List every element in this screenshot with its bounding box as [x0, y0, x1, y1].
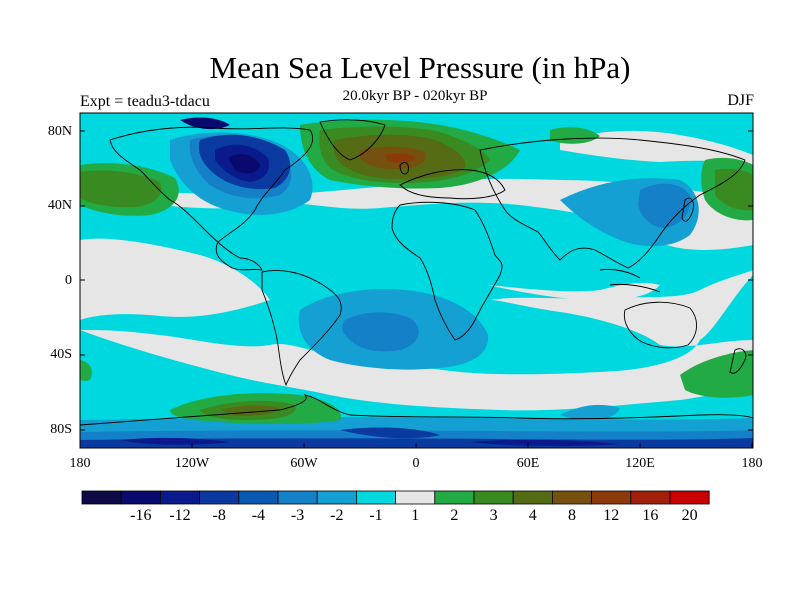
- colorbar-swatch: [199, 490, 240, 505]
- colorbar-label: -4: [251, 507, 266, 524]
- colorbar-label: 8: [568, 507, 576, 524]
- lon-label-180w: 180: [69, 456, 91, 471]
- colorbar-label: -3: [290, 507, 305, 524]
- season-label: DJF: [727, 92, 754, 109]
- colorbar-label: -12: [169, 507, 191, 524]
- lon-label-60e: 60E: [516, 456, 540, 471]
- lon-label-180e: 180: [741, 456, 763, 471]
- colorbar-swatch: [238, 490, 279, 505]
- colorbar-swatch: [630, 490, 671, 505]
- colorbar-swatch: [355, 490, 396, 505]
- colorbar-swatch: [316, 490, 357, 505]
- colorbar-label: 16: [642, 507, 659, 524]
- pressure-contour-field: [80, 113, 753, 448]
- colorbar-swatch: [669, 490, 710, 505]
- lon-label-60w: 60W: [290, 456, 318, 471]
- lat-label-80n: 80N: [47, 124, 72, 139]
- colorbar-label: 12: [603, 507, 620, 524]
- colorbar-swatch: [159, 490, 200, 505]
- lat-label-40n: 40N: [47, 198, 72, 213]
- colorbar-label: 3: [489, 507, 498, 524]
- lat-label-40s: 40S: [50, 347, 72, 362]
- lon-label-120w: 120W: [174, 456, 210, 471]
- axis-ticks: [79, 130, 753, 448]
- colorbar-label: 1: [411, 507, 420, 524]
- colorbar-swatch: [395, 490, 436, 505]
- coastlines: [80, 119, 753, 426]
- colorbar-swatch: [120, 490, 161, 505]
- high-pressure-max: [385, 153, 415, 163]
- colorbar-swatch: [512, 490, 553, 505]
- low-pressure-core: [180, 117, 260, 174]
- colorbar-swatch: [277, 490, 318, 505]
- colorbar-swatch: [552, 490, 593, 505]
- map-title: Mean Sea Level Pressure (in hPa): [209, 50, 631, 85]
- lon-label-120e: 120E: [625, 456, 655, 471]
- colorbar: [81, 490, 710, 505]
- colorbar-swatch: [81, 490, 122, 505]
- colorbar-swatch: [434, 490, 475, 505]
- lat-label-80s: 80S: [50, 422, 72, 437]
- colorbar-label: -1: [369, 507, 383, 524]
- colorbar-swatch: [473, 490, 514, 505]
- colorbar-label: -16: [130, 507, 152, 524]
- colorbar-swatch: [591, 490, 632, 505]
- colorbar-label: 2: [450, 507, 459, 524]
- lat-label-0: 0: [65, 273, 72, 288]
- colorbar-label: -2: [330, 507, 344, 524]
- lon-label-0: 0: [412, 456, 420, 471]
- colorbar-label: 20: [681, 507, 698, 524]
- colorbar-label: 4: [528, 507, 537, 524]
- colorbar-label: -8: [212, 507, 226, 524]
- map-subtitle: 20.0kyr BP - 020kyr BP: [342, 88, 488, 104]
- experiment-label: Expt = teadu3-tdacu: [80, 93, 210, 110]
